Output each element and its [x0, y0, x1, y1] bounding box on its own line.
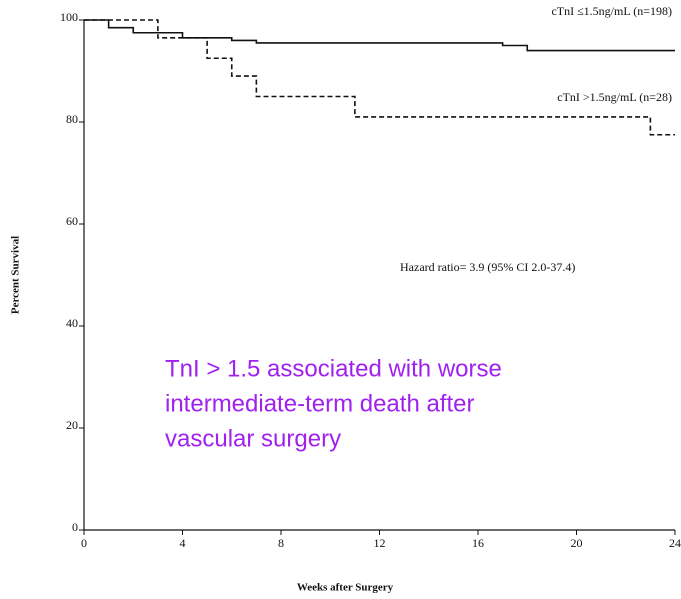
- x-tick-label: 16: [472, 536, 484, 550]
- x-axis-title: Weeks after Surgery: [297, 582, 394, 594]
- highlight-text: intermediate-term death after: [165, 390, 474, 417]
- x-tick-label: 24: [669, 536, 681, 550]
- series-label: cTnI >1.5ng/mL (n=28): [557, 90, 672, 104]
- y-tick-label: 0: [72, 520, 78, 534]
- annotation: Hazard ratio= 3.9 (95% CI 2.0-37.4): [400, 260, 575, 274]
- x-tick-label: 8: [278, 536, 284, 550]
- y-tick-label: 40: [66, 316, 78, 330]
- x-tick-label: 4: [180, 536, 186, 550]
- y-axis-title: Percent Survival: [10, 236, 22, 314]
- y-tick-label: 20: [66, 418, 78, 432]
- survival-line: [84, 19, 675, 52]
- series-label: cTnI ≤1.5ng/mL (n=198): [551, 4, 672, 18]
- y-tick-label: 80: [66, 112, 78, 126]
- y-tick-label: 60: [66, 214, 78, 228]
- x-tick-label: 0: [81, 536, 87, 550]
- x-tick-label: 12: [374, 536, 386, 550]
- highlight-text: vascular surgery: [165, 425, 341, 452]
- highlight-text: TnI > 1.5 associated with worse: [165, 355, 502, 382]
- x-tick-label: 20: [571, 536, 583, 550]
- survival-line: [84, 19, 675, 136]
- y-tick-label: 100: [60, 10, 78, 24]
